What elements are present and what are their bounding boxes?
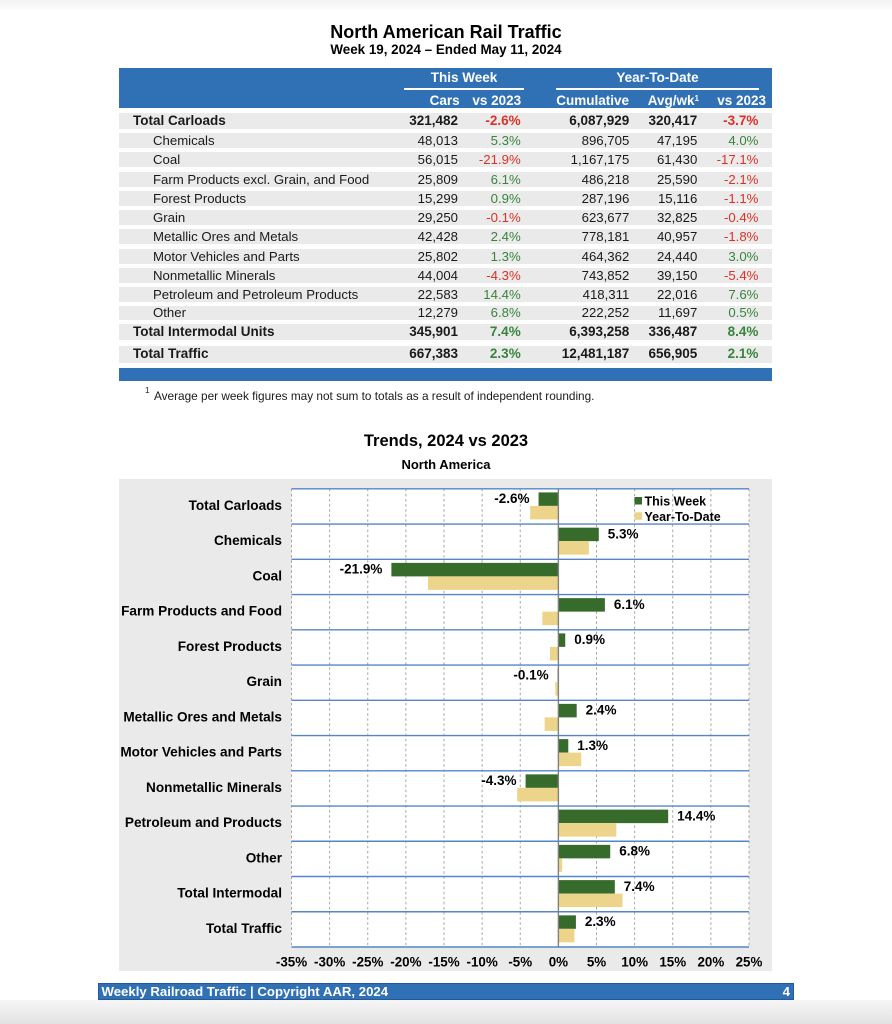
svg-text:-20%: -20% — [390, 955, 421, 970]
svg-text:2.3%: 2.3% — [585, 914, 616, 929]
svg-text:0.9%: 0.9% — [574, 632, 605, 647]
svg-text:0%: 0% — [549, 955, 568, 970]
svg-text:-10%: -10% — [466, 955, 497, 970]
svg-text:7.4%: 7.4% — [624, 879, 655, 894]
svg-text:1.3%: 1.3% — [577, 738, 608, 753]
svg-text:25%: 25% — [736, 955, 763, 970]
svg-text:5.3%: 5.3% — [608, 526, 639, 541]
svg-text:10%: 10% — [621, 955, 648, 970]
svg-text:Chemicals: Chemicals — [214, 533, 282, 548]
svg-text:-30%: -30% — [314, 955, 345, 970]
svg-text:Farm Products and Food: Farm Products and Food — [121, 604, 282, 619]
svg-text:6.1%: 6.1% — [614, 597, 645, 612]
svg-text:-25%: -25% — [352, 955, 383, 970]
svg-text:-5%: -5% — [508, 955, 532, 970]
svg-text:-35%: -35% — [276, 955, 307, 970]
svg-text:Metallic Ores and Metals: Metallic Ores and Metals — [123, 709, 282, 724]
svg-text:20%: 20% — [697, 955, 724, 970]
svg-text:15%: 15% — [659, 955, 686, 970]
svg-text:Grain: Grain — [246, 674, 282, 689]
svg-text:Year-To-Date: Year-To-Date — [645, 510, 721, 524]
svg-text:5%: 5% — [587, 955, 606, 970]
svg-text:Forest Products: Forest Products — [178, 639, 282, 654]
svg-text:Coal: Coal — [253, 568, 282, 583]
svg-text:2.4%: 2.4% — [586, 703, 617, 718]
svg-text:14.4%: 14.4% — [677, 808, 715, 823]
svg-text:This Week: This Week — [645, 495, 707, 509]
svg-text:Nonmetallic Minerals: Nonmetallic Minerals — [146, 780, 282, 795]
svg-text:Petroleum and Products: Petroleum and Products — [125, 815, 282, 830]
svg-text:-2.6%: -2.6% — [494, 491, 529, 506]
svg-text:-21.9%: -21.9% — [340, 562, 383, 577]
svg-text:Other: Other — [246, 850, 283, 865]
svg-text:Total Traffic: Total Traffic — [206, 921, 282, 936]
svg-text:Total Carloads: Total Carloads — [189, 498, 282, 513]
svg-text:6.8%: 6.8% — [619, 844, 650, 859]
svg-text:-4.3%: -4.3% — [481, 773, 516, 788]
svg-text:-15%: -15% — [428, 955, 459, 970]
svg-text:-0.1%: -0.1% — [513, 667, 548, 682]
svg-text:Motor Vehicles and Parts: Motor Vehicles and Parts — [120, 745, 282, 760]
svg-text:Total Intermodal: Total Intermodal — [177, 886, 282, 901]
